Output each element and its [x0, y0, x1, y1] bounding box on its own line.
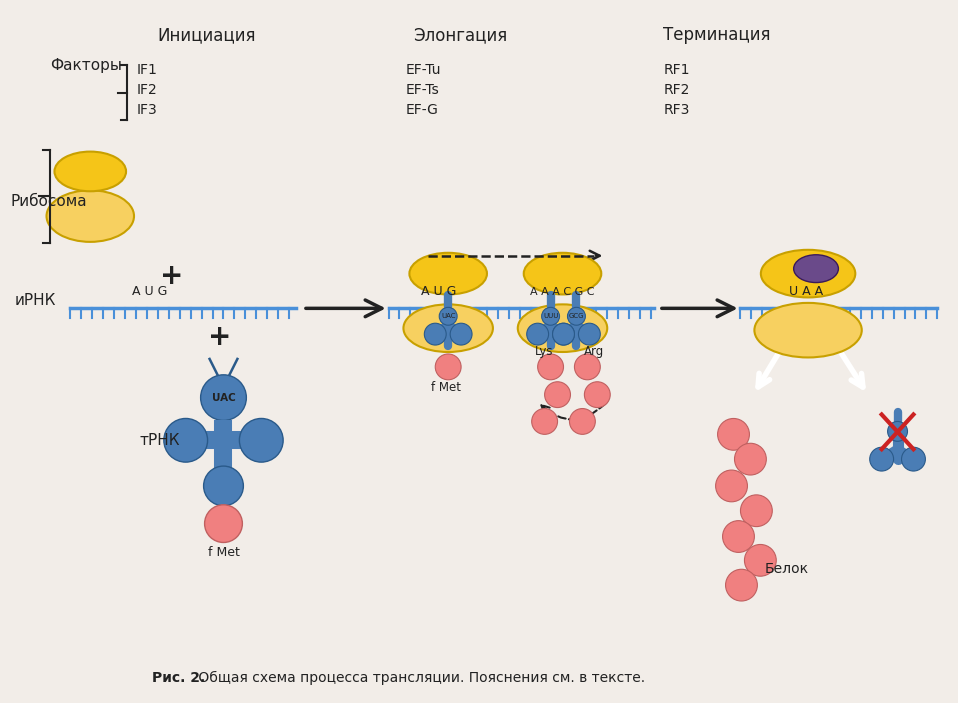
Text: UAC: UAC — [212, 393, 236, 403]
Circle shape — [569, 408, 595, 434]
Circle shape — [553, 323, 575, 345]
Circle shape — [718, 418, 749, 450]
Text: RF2: RF2 — [664, 83, 691, 97]
Circle shape — [579, 323, 601, 345]
Text: UAC: UAC — [441, 314, 455, 319]
Text: Факторы: Факторы — [51, 58, 123, 73]
Text: U A A: U A A — [789, 285, 823, 299]
Circle shape — [575, 354, 601, 380]
Text: Lys: Lys — [536, 345, 554, 358]
Text: EF-G: EF-G — [405, 103, 439, 117]
Ellipse shape — [793, 254, 838, 283]
Circle shape — [450, 323, 472, 345]
Circle shape — [204, 466, 243, 505]
Text: f Met: f Met — [431, 381, 461, 394]
Circle shape — [424, 323, 446, 345]
Text: EF-Ts: EF-Ts — [405, 83, 439, 97]
Ellipse shape — [55, 152, 126, 191]
Circle shape — [164, 418, 208, 462]
Ellipse shape — [403, 304, 493, 352]
Text: RF3: RF3 — [664, 103, 691, 117]
Text: UUU: UUU — [543, 314, 559, 319]
Circle shape — [553, 323, 575, 345]
Circle shape — [532, 408, 558, 434]
Text: тРНК: тРНК — [140, 433, 180, 449]
Ellipse shape — [524, 253, 602, 295]
Text: +: + — [160, 262, 184, 290]
Text: A U G: A U G — [132, 285, 168, 299]
Circle shape — [435, 354, 461, 380]
Ellipse shape — [754, 303, 862, 357]
Circle shape — [527, 323, 549, 345]
Circle shape — [200, 375, 246, 420]
Text: Общая схема процесса трансляции. Пояснения см. в тексте.: Общая схема процесса трансляции. Пояснен… — [194, 671, 645, 685]
Text: RF1: RF1 — [664, 63, 691, 77]
Circle shape — [735, 444, 766, 475]
Text: IF1: IF1 — [137, 63, 158, 77]
Circle shape — [584, 382, 610, 408]
Text: f Met: f Met — [208, 546, 240, 560]
Text: Элонгация: Элонгация — [413, 27, 507, 44]
Text: Arg: Arg — [584, 345, 604, 358]
Text: Инициация: Инициация — [157, 27, 256, 44]
Text: Рис. 2.: Рис. 2. — [152, 671, 205, 685]
Ellipse shape — [47, 191, 134, 242]
Text: EF-Tu: EF-Tu — [405, 63, 441, 77]
Text: IF3: IF3 — [137, 103, 158, 117]
Text: GCG: GCG — [569, 314, 584, 319]
Text: Терминация: Терминация — [663, 27, 770, 44]
Circle shape — [544, 382, 570, 408]
Circle shape — [725, 569, 758, 601]
Circle shape — [240, 418, 284, 462]
Ellipse shape — [517, 304, 607, 352]
Circle shape — [901, 447, 925, 471]
Text: IF2: IF2 — [137, 83, 158, 97]
Text: +: + — [208, 323, 231, 351]
Circle shape — [741, 495, 772, 527]
Circle shape — [537, 354, 563, 380]
Circle shape — [205, 505, 242, 543]
Text: Белок: Белок — [764, 562, 809, 576]
Ellipse shape — [409, 253, 487, 295]
Circle shape — [722, 521, 754, 553]
Circle shape — [870, 447, 894, 471]
Circle shape — [744, 544, 776, 576]
Ellipse shape — [761, 250, 855, 297]
Text: A A A C G C: A A A C G C — [531, 288, 595, 297]
Text: иРНК: иРНК — [14, 293, 57, 309]
Text: A U G: A U G — [421, 285, 456, 299]
Circle shape — [567, 307, 585, 325]
Circle shape — [439, 307, 457, 325]
Circle shape — [888, 421, 907, 441]
Circle shape — [541, 307, 559, 325]
Text: Рибосома: Рибосома — [11, 194, 87, 209]
Circle shape — [716, 470, 747, 502]
